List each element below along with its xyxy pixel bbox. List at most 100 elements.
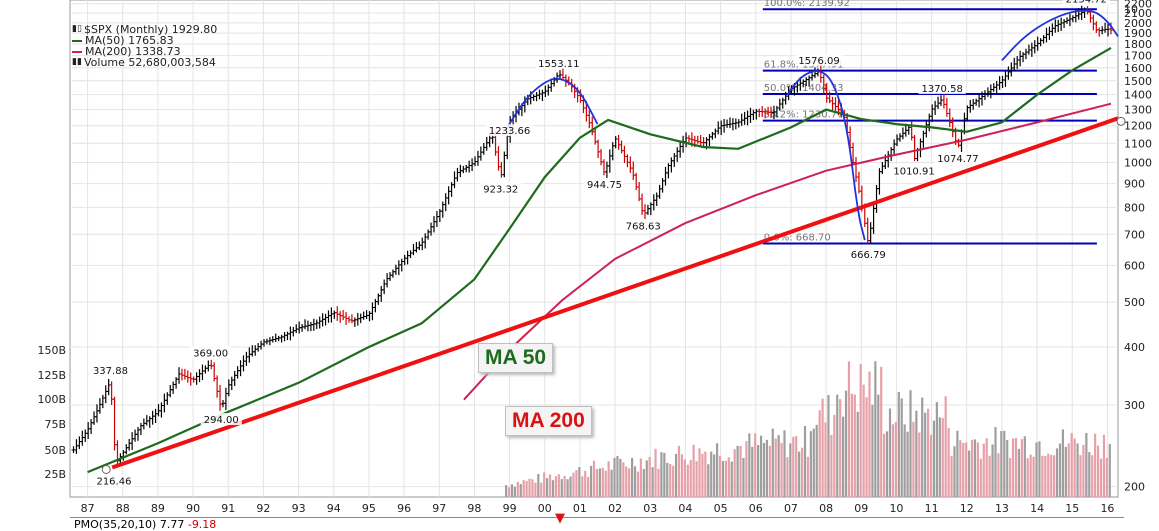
volume-bar (795, 436, 798, 497)
volume-bar (1014, 437, 1018, 497)
volume-bar (844, 390, 848, 497)
volume-bar (537, 474, 540, 497)
volume-bar (680, 454, 684, 497)
volume-bar (745, 441, 748, 497)
volume-bar (1026, 458, 1029, 497)
volume-bar (645, 460, 648, 497)
volume-bar (950, 456, 953, 497)
legend-ma50: MA(50) 1765.83 (72, 35, 217, 46)
volume-bar (1096, 445, 1100, 497)
volume-bar (947, 427, 950, 497)
x-tick-label: 11 (925, 502, 939, 515)
volume-bar (821, 398, 824, 497)
volume-bar (885, 431, 889, 497)
arc-curve (786, 70, 866, 241)
annotation-label: 1370.58 (921, 84, 962, 95)
volume-bar (510, 484, 514, 497)
volume-bar (701, 453, 704, 497)
volume-bar (672, 465, 675, 497)
y-tick-label: 600 (1124, 259, 1145, 272)
volume-bar (589, 465, 593, 497)
volume-bar (868, 371, 871, 497)
volume-bar (862, 384, 865, 497)
volume-bar (924, 412, 927, 497)
annotation-bg (480, 182, 522, 195)
volume-bar (557, 474, 560, 497)
x-tick-label: 98 (467, 502, 481, 515)
volume-bar (730, 461, 733, 497)
x-tick-label: 89 (151, 502, 165, 515)
y-tick-label: 2100 (1124, 7, 1152, 20)
arc-curve (1001, 9, 1119, 61)
volume-bar (976, 442, 980, 497)
arc-layer (505, 9, 1119, 241)
volume-bar (754, 433, 757, 497)
volume-bar (985, 438, 988, 497)
volume-bar (563, 475, 566, 497)
fib-label: 0.0%: 668.70 (764, 233, 831, 244)
volume-bar (762, 443, 766, 497)
volume-bar (818, 410, 821, 497)
volume-bar (798, 451, 801, 497)
y-tick-label: 200 (1124, 481, 1145, 494)
volume-bar (540, 482, 543, 497)
volume-bar (809, 431, 812, 497)
volume-bar (915, 410, 918, 497)
volume-bar (850, 393, 853, 497)
volume-bar (636, 471, 640, 497)
volume-bar (543, 472, 546, 497)
volume-bar (639, 458, 642, 497)
volume-bar (581, 476, 584, 497)
y-tick-label: 1800 (1124, 38, 1152, 51)
y-tick-label: 1300 (1124, 104, 1152, 117)
volume-bar (654, 448, 657, 497)
volume-bar (918, 432, 921, 497)
volume-tick-label: 100B (37, 393, 66, 406)
volume-bar (1064, 446, 1067, 497)
volume-bar (853, 394, 856, 497)
volume-bar (519, 484, 522, 497)
volume-bar (677, 445, 681, 497)
legend: ▮▯ $SPX (Monthly) 1929.80 MA(50) 1765.83 … (72, 24, 217, 68)
x-tick-label: 93 (292, 502, 306, 515)
volume-bar (642, 469, 645, 497)
ma50-line (87, 46, 1112, 474)
volume-bar (827, 395, 830, 497)
volume-bar (792, 436, 795, 497)
volume-bar (859, 363, 862, 497)
y-tick-label: 1700 (1124, 50, 1152, 63)
volume-bar (695, 461, 698, 497)
volume-bar (1055, 448, 1059, 497)
volume-bar (865, 397, 868, 497)
volume-bar (812, 428, 815, 497)
volume-bar (525, 481, 528, 497)
x-tick-label: 16 (1100, 502, 1114, 515)
y-tick-label: 1200 (1124, 120, 1152, 133)
annotation-label: 369.00 (193, 348, 228, 359)
volume-bar (1073, 438, 1076, 497)
annotation-label: 1010.91 (893, 166, 934, 177)
volume-bar (707, 464, 710, 497)
x-tick-label: 09 (854, 502, 868, 515)
x-tick-label: 94 (327, 502, 341, 515)
volume-bar (751, 446, 754, 497)
x-tick-label: 14 (1030, 502, 1044, 515)
volume-bar (686, 464, 689, 497)
down-arrow-icon: ▼ (555, 511, 565, 526)
volume-bar (1050, 454, 1053, 497)
legend-symbol: ▮▯ $SPX (Monthly) 1929.80 (72, 23, 218, 36)
volume-bar (982, 443, 985, 497)
annotation-labels: 337.88 216.46 369.00 294.00 1553.11 1233.66 92… (89, 0, 1111, 488)
volume-bar (1003, 430, 1006, 497)
volume-bar (666, 462, 669, 497)
volume-bar (771, 428, 774, 497)
volume-tick-label: 125B (37, 369, 66, 382)
volume-bar (566, 479, 569, 497)
volume-bar (1017, 448, 1021, 497)
ma200-callout: MA 200 (505, 406, 592, 436)
volume-bar (1082, 444, 1085, 497)
annotation-label: 944.75 (587, 180, 622, 191)
volume-bar (610, 469, 613, 497)
annotation-label: 768.63 (626, 221, 661, 232)
